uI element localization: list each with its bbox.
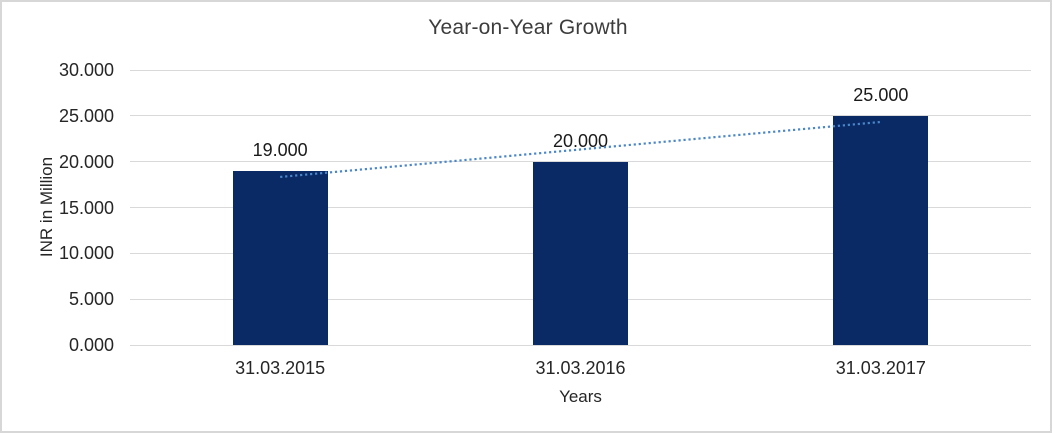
gridline — [130, 161, 1031, 163]
bar-31.03.2016 — [533, 161, 628, 345]
linear-trendline — [280, 120, 881, 179]
y-tick-label: 10.000 — [58, 243, 114, 264]
chart-title: Year-on-Year Growth — [428, 16, 628, 39]
x-tick-label: 31.03.2015 — [235, 358, 326, 378]
gridline — [130, 69, 1031, 71]
data-label: 20.000 — [552, 130, 609, 151]
y-tick-label: 5.000 — [68, 289, 114, 310]
y-tick-label: 25.000 — [58, 105, 114, 126]
bar-31.03.2017 — [833, 115, 929, 345]
y-tick-label: 0.000 — [68, 335, 114, 355]
x-tick-label: 31.03.2016 — [535, 358, 626, 378]
y-tick-label: 15.000 — [58, 197, 114, 218]
trendline — [280, 120, 881, 179]
y-tick-label: 30.000 — [58, 60, 114, 80]
gridline — [130, 115, 1031, 117]
data-label: 25.000 — [853, 84, 909, 105]
x-axis-line — [130, 344, 1031, 346]
data-label: 19.000 — [252, 139, 308, 160]
x-tick-label: 31.03.2017 — [835, 358, 926, 378]
x-axis-title: Years — [559, 387, 602, 406]
plot-area: 19.000 20.000 25.000 — [130, 69, 1031, 346]
bar-31.03.2015 — [232, 170, 328, 345]
y-tick-label: 20.000 — [58, 151, 114, 172]
